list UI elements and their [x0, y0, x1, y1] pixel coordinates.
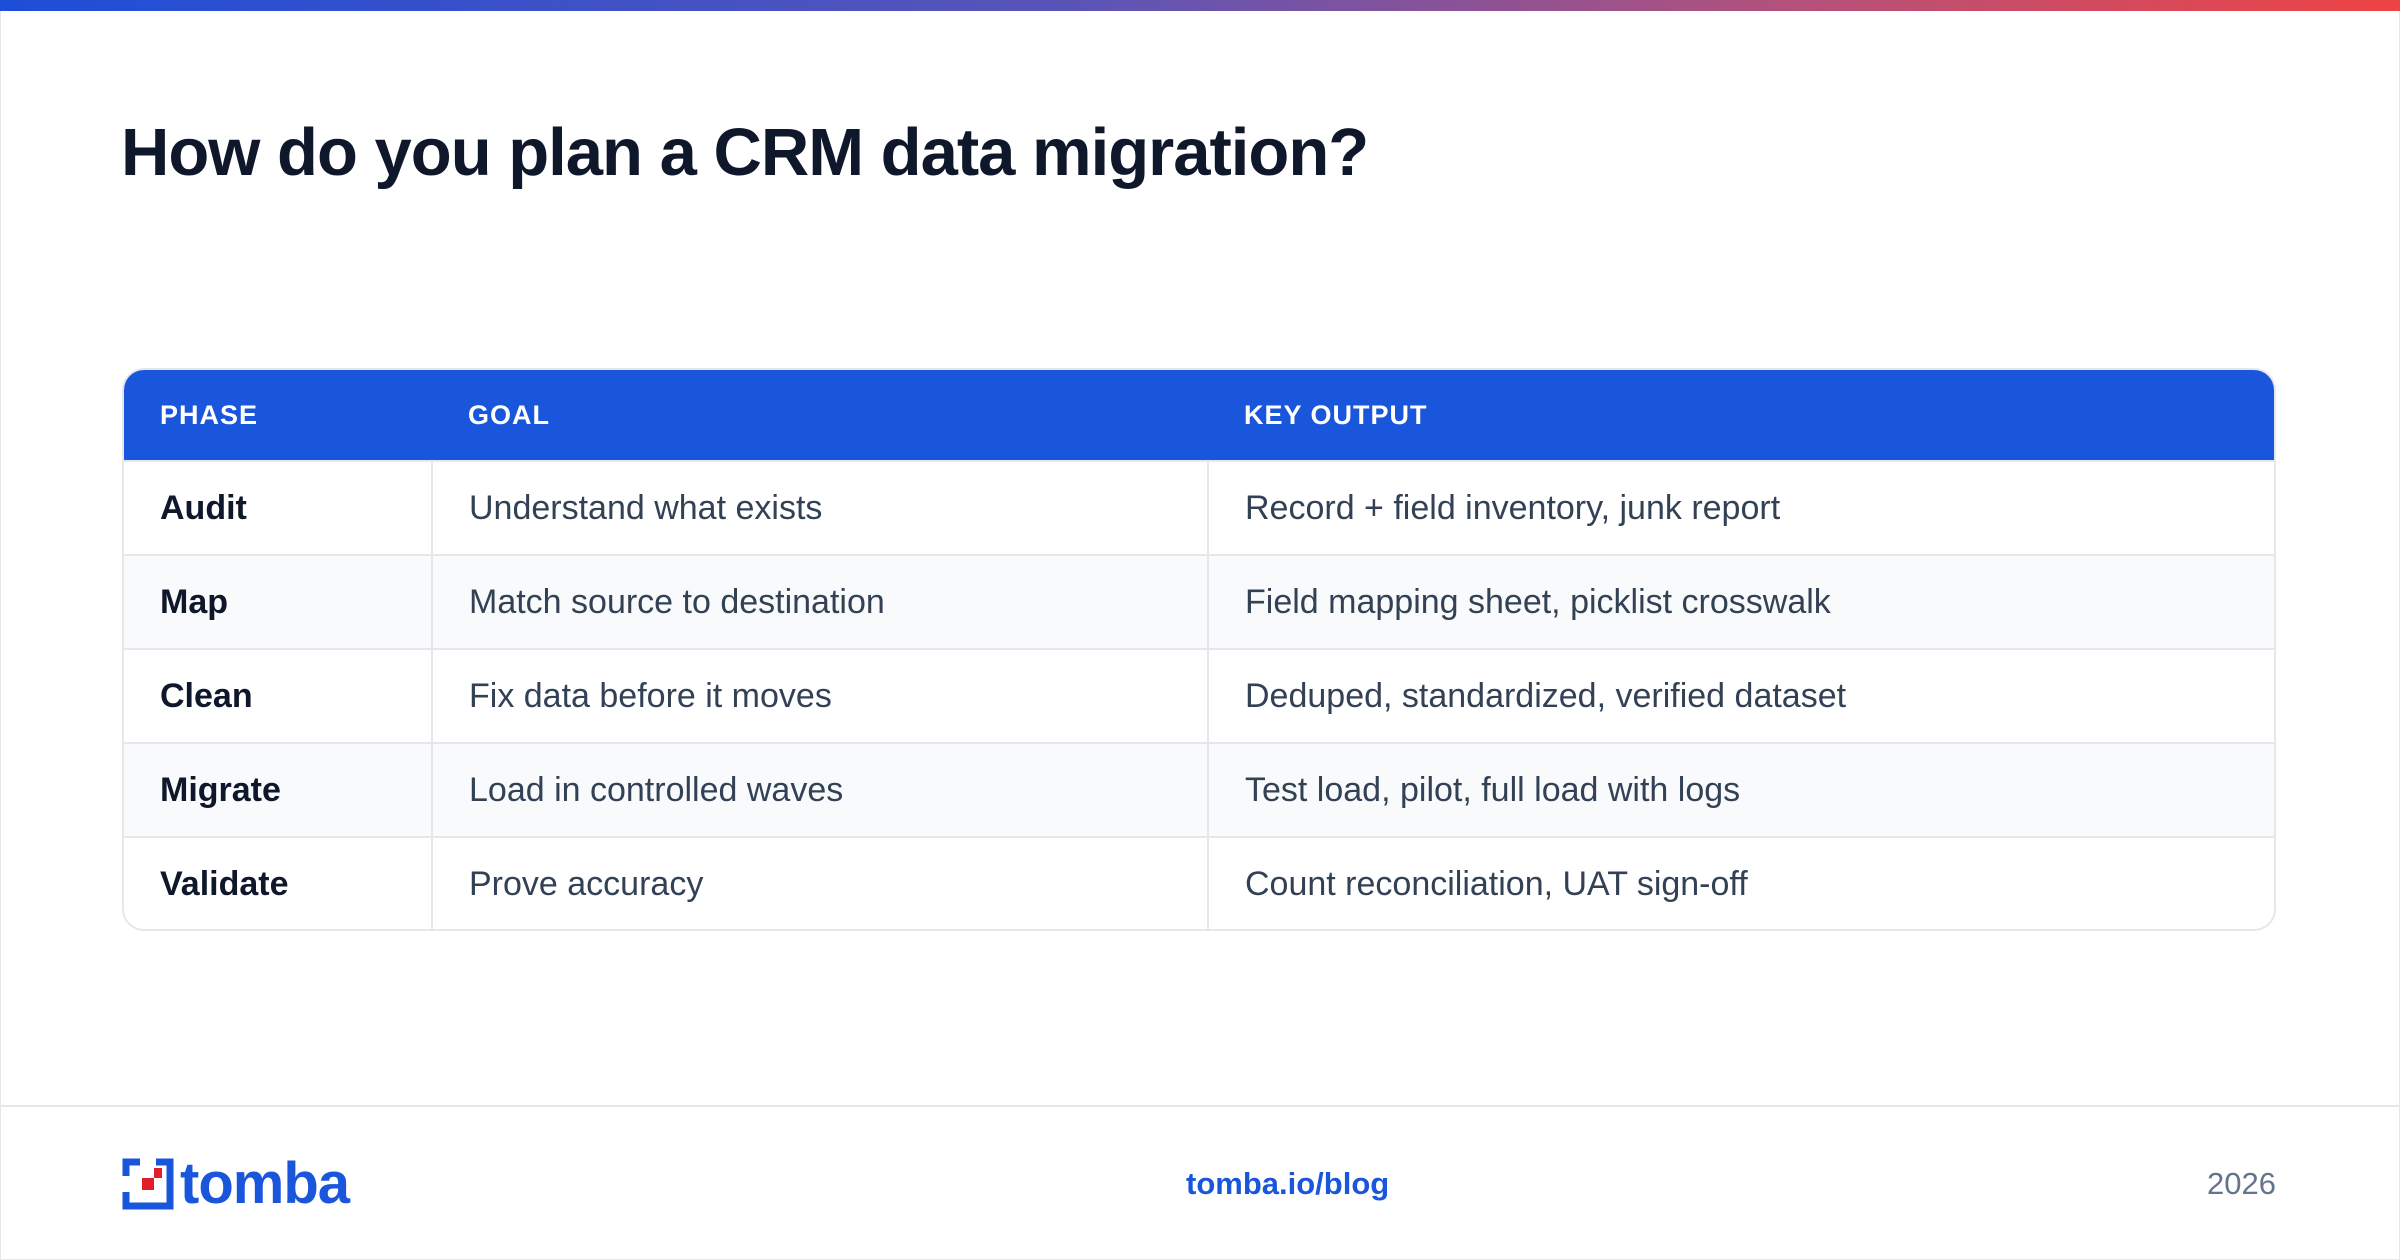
header-phase: PHASE — [160, 399, 259, 430]
table-row: Validate Prove accuracy Count reconcilia… — [124, 837, 2274, 929]
tomba-logo-icon — [122, 1158, 174, 1210]
output-cell: Field mapping sheet, picklist crosswalk — [1245, 582, 1831, 621]
footer-year: 2026 — [2207, 1166, 2276, 1201]
output-cell: Deduped, standardized, verified dataset — [1245, 676, 1847, 715]
table-header-row: PHASE GOAL KEY OUTPUT — [124, 370, 2274, 461]
output-cell: Count reconciliation, UAT sign-off — [1245, 865, 1748, 903]
phase-cell: Clean — [124, 649, 433, 743]
header-key-output: KEY OUTPUT — [1244, 399, 1428, 430]
phase-cell: Migrate — [124, 743, 433, 837]
table-row: Migrate Load in controlled waves Test lo… — [124, 743, 2274, 837]
goal-cell: Match source to destination — [432, 555, 1209, 649]
output-cell: Test load, pilot, full load with logs — [1245, 770, 1741, 809]
phase-cell: Audit — [124, 461, 433, 555]
table-row: Audit Understand what exists Record + fi… — [124, 461, 2274, 555]
header-goal: GOAL — [468, 399, 550, 430]
table-row: Clean Fix data before it moves Deduped, … — [124, 649, 2274, 743]
phase-cell: Validate — [124, 837, 433, 929]
output-cell: Record + field inventory, junk report — [1245, 488, 1781, 527]
logo-wordmark: tomba — [180, 1151, 350, 1216]
phase-cell: Map — [124, 555, 433, 649]
page-title: How do you plan a CRM data migration? — [121, 115, 1369, 190]
table-row: Map Match source to destination Field ma… — [124, 555, 2274, 649]
goal-cell: Understand what exists — [432, 461, 1209, 555]
tomba-logo[interactable]: tomba — [122, 1151, 350, 1216]
gradient-accent-bar — [0, 0, 2400, 11]
goal-cell: Fix data before it moves — [432, 649, 1209, 743]
blog-link[interactable]: tomba.io/blog — [1186, 1166, 1390, 1201]
footer-divider — [0, 1105, 2400, 1107]
migration-phases-table: PHASE GOAL KEY OUTPUT Audit Understand w… — [122, 368, 2276, 931]
goal-cell: Prove accuracy — [432, 837, 1209, 929]
goal-cell: Load in controlled waves — [432, 743, 1209, 837]
